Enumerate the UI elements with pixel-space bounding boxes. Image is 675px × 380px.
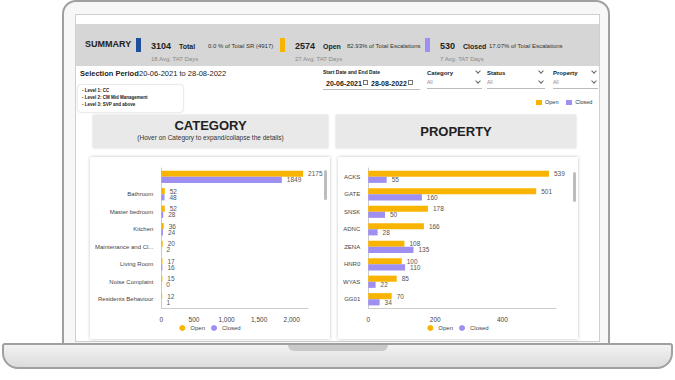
svg-text:108: 108 <box>409 240 421 248</box>
html-text:Property: Property <box>553 70 578 76</box>
svg-text:539: 539 <box>554 170 565 177</box>
svg-text:Kitchen: Kitchen <box>133 226 153 232</box>
svg-text:2,000: 2,000 <box>284 316 301 323</box>
svg-text:Closed: Closed <box>222 325 241 331</box>
html-text:(Hover on Category to expand/c: (Hover on Category to expand/collapse th… <box>137 134 284 141</box>
svg-text:ADNC: ADNC <box>343 226 361 232</box>
html-text:18 Avg. TAT Days: 18 Avg. TAT Days <box>151 56 199 62</box>
svg-text:500: 500 <box>189 316 200 323</box>
svg-text:0: 0 <box>366 316 370 323</box>
svg-text:85: 85 <box>402 275 410 282</box>
html-text:- Level 2: CM Mid Management: - Level 2: CM Mid Management <box>82 95 148 100</box>
svg-text:1849: 1849 <box>287 176 302 183</box>
svg-text:28: 28 <box>383 229 391 236</box>
html-text:All: All <box>427 79 433 85</box>
svg-text:48: 48 <box>169 194 177 201</box>
svg-text:Master bedroom: Master bedroom <box>110 209 154 215</box>
svg-text:Living Room: Living Room <box>120 261 153 267</box>
html-text:Closed 17.07% of Total Escalat: Closed 17.07% of Total Escalations <box>463 43 563 50</box>
html-text:0.0 % of Total SR (4917): 0.0 % of Total SR (4917) <box>208 43 274 49</box>
html-text:530: 530 <box>440 41 455 51</box>
svg-text:12: 12 <box>167 292 175 300</box>
svg-text:400: 400 <box>497 316 508 323</box>
svg-text:50: 50 <box>390 211 398 218</box>
svg-text:Maintenance and Cl...: Maintenance and Cl... <box>95 244 154 250</box>
html-text:Closed: Closed <box>575 99 593 105</box>
svg-text:20: 20 <box>167 240 175 248</box>
svg-text:36: 36 <box>168 222 176 230</box>
html-text:Selection Period 20-06-2021 to: Selection Period 20-06-2021 to 28-08-202… <box>80 69 227 78</box>
svg-text:110: 110 <box>410 264 421 271</box>
svg-text:0: 0 <box>160 316 164 323</box>
svg-text:Noise Complaint: Noise Complaint <box>109 279 153 285</box>
svg-text:166: 166 <box>429 223 440 230</box>
svg-text:SNSK: SNSK <box>344 209 360 215</box>
svg-text:Residents Behaviour: Residents Behaviour <box>98 296 153 302</box>
html-text:Open: Open <box>545 99 559 105</box>
svg-text:100: 100 <box>406 257 418 265</box>
svg-text:Bathroom: Bathroom <box>127 191 153 197</box>
svg-text:ZENA: ZENA <box>344 244 360 250</box>
svg-text:17: 17 <box>167 257 175 265</box>
svg-text:Open: Open <box>438 325 453 331</box>
svg-text:55: 55 <box>392 176 400 183</box>
svg-text:2175: 2175 <box>308 170 323 177</box>
svg-text:28: 28 <box>168 211 176 218</box>
html-text:Category: Category <box>427 70 453 76</box>
svg-text:24: 24 <box>168 229 176 236</box>
svg-text:GG01: GG01 <box>344 296 361 302</box>
svg-text:Closed: Closed <box>470 325 489 331</box>
html-text:Status: Status <box>487 70 506 76</box>
html-text:SUMMARY: SUMMARY <box>85 39 132 49</box>
svg-text:1,500: 1,500 <box>251 316 268 323</box>
svg-text:1,000: 1,000 <box>218 316 235 323</box>
svg-text:WYAS: WYAS <box>343 279 360 285</box>
html-text:PROPERTY: PROPERTY <box>420 124 492 139</box>
html-text:20-06-2021: 20-06-2021 <box>326 80 362 87</box>
svg-text:GATE: GATE <box>344 191 360 197</box>
html-text:2574: 2574 <box>295 41 315 51</box>
html-text:Total: Total <box>179 43 196 50</box>
svg-text:200: 200 <box>430 316 441 323</box>
svg-text:Open: Open <box>190 325 205 331</box>
html-text:7 Avg. TAT Days: 7 Avg. TAT Days <box>440 56 484 62</box>
svg-text:52: 52 <box>169 187 177 195</box>
html-text:82.93% of Total Escalations: 82.93% of Total Escalations <box>347 43 421 49</box>
html-text:CATEGORY: CATEGORY <box>174 118 247 133</box>
html-text:- Level 1: CC: - Level 1: CC <box>82 88 110 93</box>
svg-text:16: 16 <box>167 264 175 271</box>
svg-text:160: 160 <box>427 194 438 201</box>
svg-text:70: 70 <box>397 293 405 300</box>
html-text:All: All <box>487 79 493 85</box>
html-text:3104: 3104 <box>151 41 171 51</box>
svg-text:0: 0 <box>166 281 170 288</box>
html-text:All: All <box>553 79 559 85</box>
svg-text:HNR0: HNR0 <box>344 261 361 267</box>
html-text:28-08-2022: 28-08-2022 <box>371 80 407 87</box>
html-text:Start Date and End Date: Start Date and End Date <box>323 69 380 75</box>
html-text:Open: Open <box>323 43 341 50</box>
html-text:27 Avg. TAT Days: 27 Avg. TAT Days <box>295 56 343 62</box>
svg-text:1: 1 <box>166 299 170 306</box>
svg-text:ACKS: ACKS <box>344 174 360 180</box>
svg-text:135: 135 <box>418 246 429 253</box>
html-text:- Level 3: SVP and above: - Level 3: SVP and above <box>82 102 136 107</box>
svg-text:34: 34 <box>385 299 393 306</box>
svg-text:22: 22 <box>381 281 389 288</box>
svg-text:52: 52 <box>169 205 177 213</box>
svg-text:501: 501 <box>541 188 552 195</box>
svg-text:15: 15 <box>167 275 175 283</box>
svg-text:178: 178 <box>433 205 444 212</box>
svg-text:2: 2 <box>166 246 170 253</box>
